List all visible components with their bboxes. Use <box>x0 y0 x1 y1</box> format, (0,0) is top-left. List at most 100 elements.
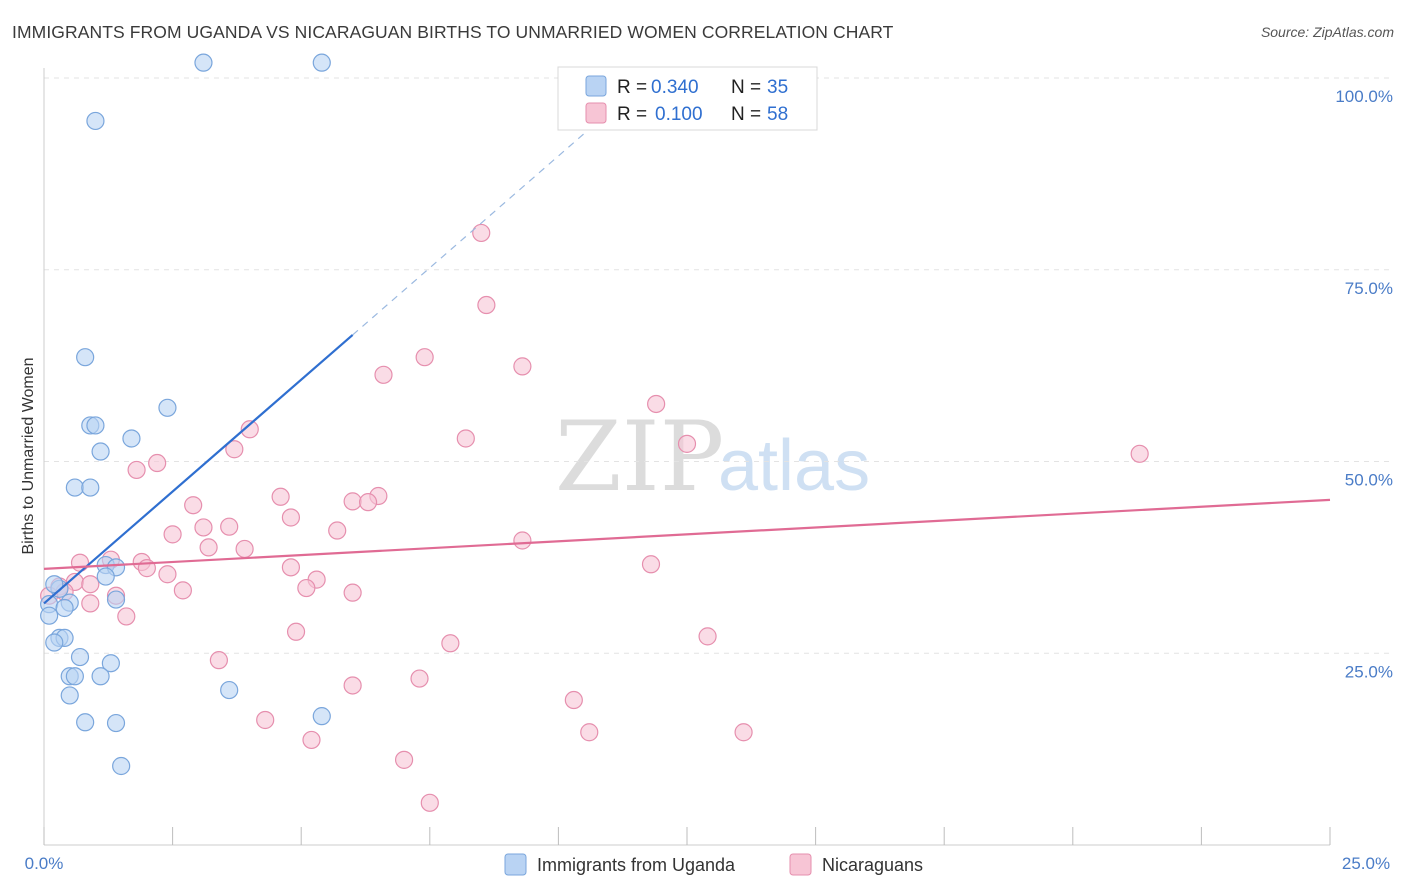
nicaraguans-point <box>374 365 393 384</box>
x-ticks <box>43 827 1331 845</box>
nicaraguans-point <box>240 420 259 439</box>
x-tick-label-min: 0.0% <box>25 854 64 873</box>
y-tick-labels: 100.0% 75.0% 50.0% 25.0% <box>1335 87 1393 681</box>
chart-title: IMMIGRANTS FROM UGANDA VS NICARAGUAN BIR… <box>12 22 894 42</box>
legend-label-nicaraguans: Nicaraguans <box>822 855 923 875</box>
nicaraguans-point <box>281 508 301 527</box>
nicaraguans-point <box>358 493 378 512</box>
uganda-point <box>158 398 177 417</box>
nicaraguans-point <box>410 669 429 688</box>
nicaraguans-point <box>163 525 182 544</box>
nicaraguans-point <box>420 793 439 812</box>
legend-swatch-nicaraguans <box>789 853 812 876</box>
uganda-point <box>91 442 110 461</box>
nicaraguans-point <box>199 538 218 557</box>
nicaraguans-point <box>734 723 753 742</box>
stats-n-value-blue: 35 <box>767 77 788 98</box>
legend-swatch-uganda <box>504 853 527 876</box>
uganda-points <box>40 53 331 776</box>
nicaraguans-point <box>127 460 146 480</box>
nicaraguans-point <box>441 634 460 653</box>
uganda-trend-extension <box>352 133 585 336</box>
nicaraguans-point <box>148 453 167 473</box>
stats-n-label-blue: N = <box>731 77 761 98</box>
nicaraguans-point <box>513 531 532 550</box>
stats-r-label-blue: R = <box>617 77 647 98</box>
nicaraguans-point <box>158 565 177 584</box>
uganda-point <box>55 598 74 618</box>
uganda-point <box>86 111 105 131</box>
nicaraguans-point <box>677 434 697 453</box>
nicaraguans-point <box>297 578 316 598</box>
nicaraguans-point <box>328 521 347 540</box>
uganda-point <box>106 590 126 609</box>
nicaraguans-point <box>256 710 275 730</box>
nicaraguans-point <box>343 583 362 602</box>
stats-legend-swatch-blue <box>585 75 607 97</box>
y-tick-label: 75.0% <box>1345 279 1393 298</box>
uganda-point <box>106 713 126 733</box>
uganda-point <box>70 647 90 667</box>
nicaraguans-point <box>1130 444 1149 463</box>
nicaraguans-point <box>184 496 203 515</box>
y-tick-label: 25.0% <box>1345 662 1393 681</box>
stats-n-value-pink: 58 <box>767 104 788 125</box>
nicaraguans-point <box>235 539 254 559</box>
y-tick-label: 100.0% <box>1335 87 1393 106</box>
y-axis-label: Births to Unmarried Women <box>20 357 37 554</box>
nicaraguans-point <box>456 429 475 448</box>
nicaraguans-point <box>209 651 228 670</box>
trend-lines <box>43 133 1331 605</box>
uganda-point <box>122 429 141 448</box>
uganda-point <box>45 633 64 652</box>
legend-label-uganda: Immigrants from Uganda <box>537 855 736 875</box>
nicaraguans-point <box>220 517 239 536</box>
nicaraguans-point <box>394 750 414 769</box>
uganda-point <box>60 686 79 705</box>
nicaraguans-point <box>513 357 532 376</box>
nicaraguans-point <box>415 348 434 367</box>
nicaraguans-point <box>477 295 496 315</box>
series-legend: Immigrants from Uganda Nicaraguans <box>504 853 923 876</box>
uganda-point <box>40 606 59 625</box>
uganda-point <box>101 654 120 673</box>
uganda-point <box>220 680 239 700</box>
nicaraguans-point <box>641 555 661 574</box>
uganda-point <box>76 348 95 367</box>
nicaraguans-point <box>117 607 136 626</box>
nicaraguans-point <box>194 518 213 537</box>
stats-r-value-blue: 0.340 <box>651 77 699 98</box>
uganda-point <box>76 713 95 732</box>
nicaraguans-point <box>698 627 717 646</box>
nicaraguans-point <box>580 723 599 742</box>
x-tick-label-max: 25.0% <box>1342 854 1390 873</box>
nicaraguans-point <box>343 492 362 511</box>
uganda-point <box>96 567 115 586</box>
uganda-point <box>86 416 105 435</box>
gridlines <box>44 77 1392 654</box>
nicaraguans-point <box>81 575 100 594</box>
nicaraguans-point <box>70 553 90 572</box>
nicaraguans-point <box>302 730 321 750</box>
uganda-point <box>45 575 64 594</box>
watermark-atlas: atlas <box>718 426 870 506</box>
nicaraguans-point <box>564 690 583 710</box>
stats-r-label-pink: R = <box>617 104 647 125</box>
nicaraguans-point <box>343 676 362 695</box>
stats-legend: R = 0.340 N = 35 R = 0.100 N = 58 <box>557 66 818 131</box>
uganda-point <box>312 53 331 72</box>
uganda-point <box>81 478 100 497</box>
nicaraguans-trend-line <box>43 498 1331 570</box>
source-label: Source: ZipAtlas.com <box>1260 24 1394 40</box>
nicaraguans-point <box>225 440 244 459</box>
uganda-point <box>65 667 84 686</box>
uganda-point <box>65 478 84 497</box>
nicaraguans-point <box>81 594 100 613</box>
uganda-point <box>91 667 110 686</box>
stats-r-value-pink: 0.100 <box>655 104 703 125</box>
stats-n-label-pink: N = <box>731 104 761 125</box>
y-tick-label: 50.0% <box>1345 471 1393 490</box>
uganda-point <box>194 53 213 72</box>
uganda-trend-line <box>43 334 354 605</box>
